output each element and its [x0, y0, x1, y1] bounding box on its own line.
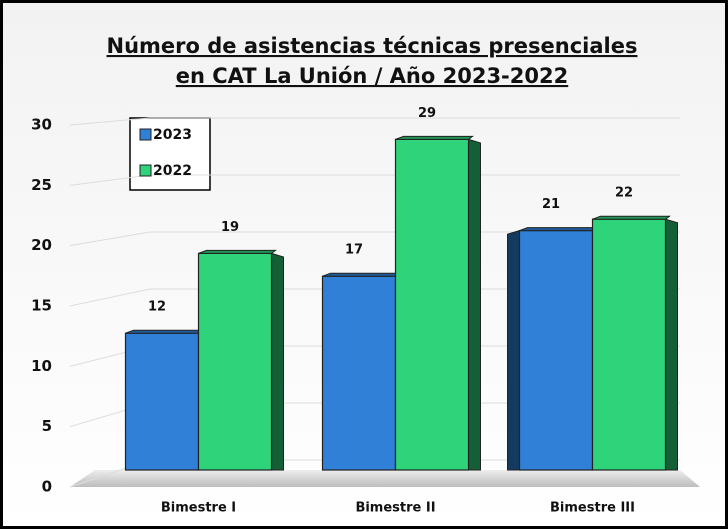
- value-label: 22: [615, 186, 633, 201]
- bar-top: [592, 215, 671, 220]
- value-label: 17: [345, 243, 363, 258]
- bar: [591, 218, 667, 471]
- bar: [124, 332, 200, 471]
- grid-line: [69, 288, 680, 307]
- chart-title: Número de asistencias técnicas presencia…: [107, 34, 638, 58]
- legend-swatch: [139, 128, 152, 141]
- value-label: 19: [221, 220, 239, 235]
- y-tick-label: 5: [42, 417, 52, 435]
- value-label: 29: [418, 106, 436, 121]
- legend-label: 2023: [153, 127, 192, 143]
- bar-top: [322, 272, 401, 277]
- bar-top: [519, 227, 598, 232]
- bar-top: [198, 249, 277, 254]
- bar: [394, 138, 470, 471]
- value-label: 21: [542, 197, 560, 212]
- x-tick-label: Bimestre II: [355, 501, 435, 516]
- value-label: 12: [148, 300, 166, 315]
- bar: [321, 275, 397, 471]
- y-tick-label: 25: [31, 176, 52, 194]
- grid-line: [69, 117, 680, 126]
- bar: [197, 252, 273, 471]
- y-tick-label: 0: [42, 478, 52, 496]
- bar-side: [271, 252, 284, 471]
- y-tick-label: 30: [31, 116, 52, 134]
- bar: [518, 230, 594, 471]
- bar-side: [468, 138, 481, 471]
- y-tick-label: 15: [31, 297, 52, 315]
- legend-swatch: [139, 164, 152, 177]
- x-tick-label: Bimestre III: [550, 501, 635, 516]
- chart-title: en CAT La Unión / Año 2023-2022: [176, 64, 568, 88]
- legend-label: 2022: [153, 163, 192, 179]
- x-tick-label: Bimestre I: [161, 501, 236, 516]
- y-tick-label: 20: [31, 236, 52, 254]
- floor: [70, 470, 700, 487]
- grid-line: [69, 231, 680, 247]
- bar-side: [507, 229, 520, 471]
- y-tick-label: 10: [31, 357, 52, 375]
- bar-side: [665, 218, 678, 471]
- bar-top: [125, 329, 204, 334]
- bar-top: [395, 135, 474, 140]
